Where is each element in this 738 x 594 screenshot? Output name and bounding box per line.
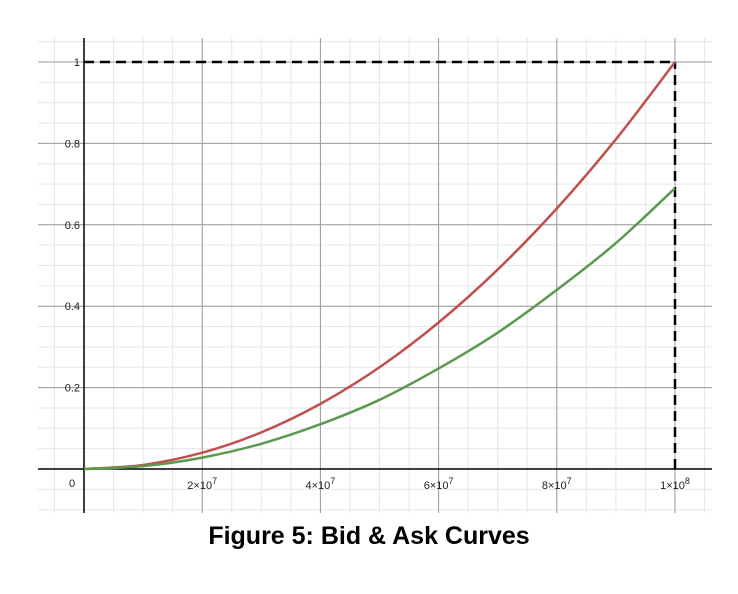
y-tick-label: 0.4 bbox=[65, 301, 80, 313]
major-gridlines bbox=[38, 38, 712, 513]
x-tick-label: 1×108 bbox=[660, 476, 690, 492]
bid-ask-chart: 0 0.2 0.4 0.6 0.8 1 2×107 4×107 6×107 8×107 1×108 bbox=[38, 38, 712, 513]
minor-gridlines bbox=[38, 38, 712, 513]
y-tick-label: 0.2 bbox=[65, 383, 80, 395]
x-tick-label: 4×107 bbox=[306, 476, 336, 492]
x-tick-label: 6×107 bbox=[424, 476, 454, 492]
axes bbox=[38, 38, 712, 513]
reference-lines bbox=[84, 60, 677, 469]
series-lines bbox=[83, 61, 676, 471]
series-line-green bbox=[83, 187, 676, 471]
y-tick-label: 0.6 bbox=[65, 220, 80, 232]
tick-labels: 0 0.2 0.4 0.6 0.8 1 2×107 4×107 6×107 8×107 1×108 bbox=[65, 57, 690, 492]
x-tick-label: 2×107 bbox=[187, 476, 217, 492]
y-tick-label: 0.8 bbox=[65, 138, 80, 150]
figure-caption: Figure 5: Bid & Ask Curves bbox=[208, 522, 530, 550]
origin-label: 0 bbox=[69, 478, 75, 490]
x-tick-label: 8×107 bbox=[542, 476, 572, 492]
series-line-red bbox=[83, 61, 676, 471]
y-tick-label: 1 bbox=[74, 57, 80, 69]
